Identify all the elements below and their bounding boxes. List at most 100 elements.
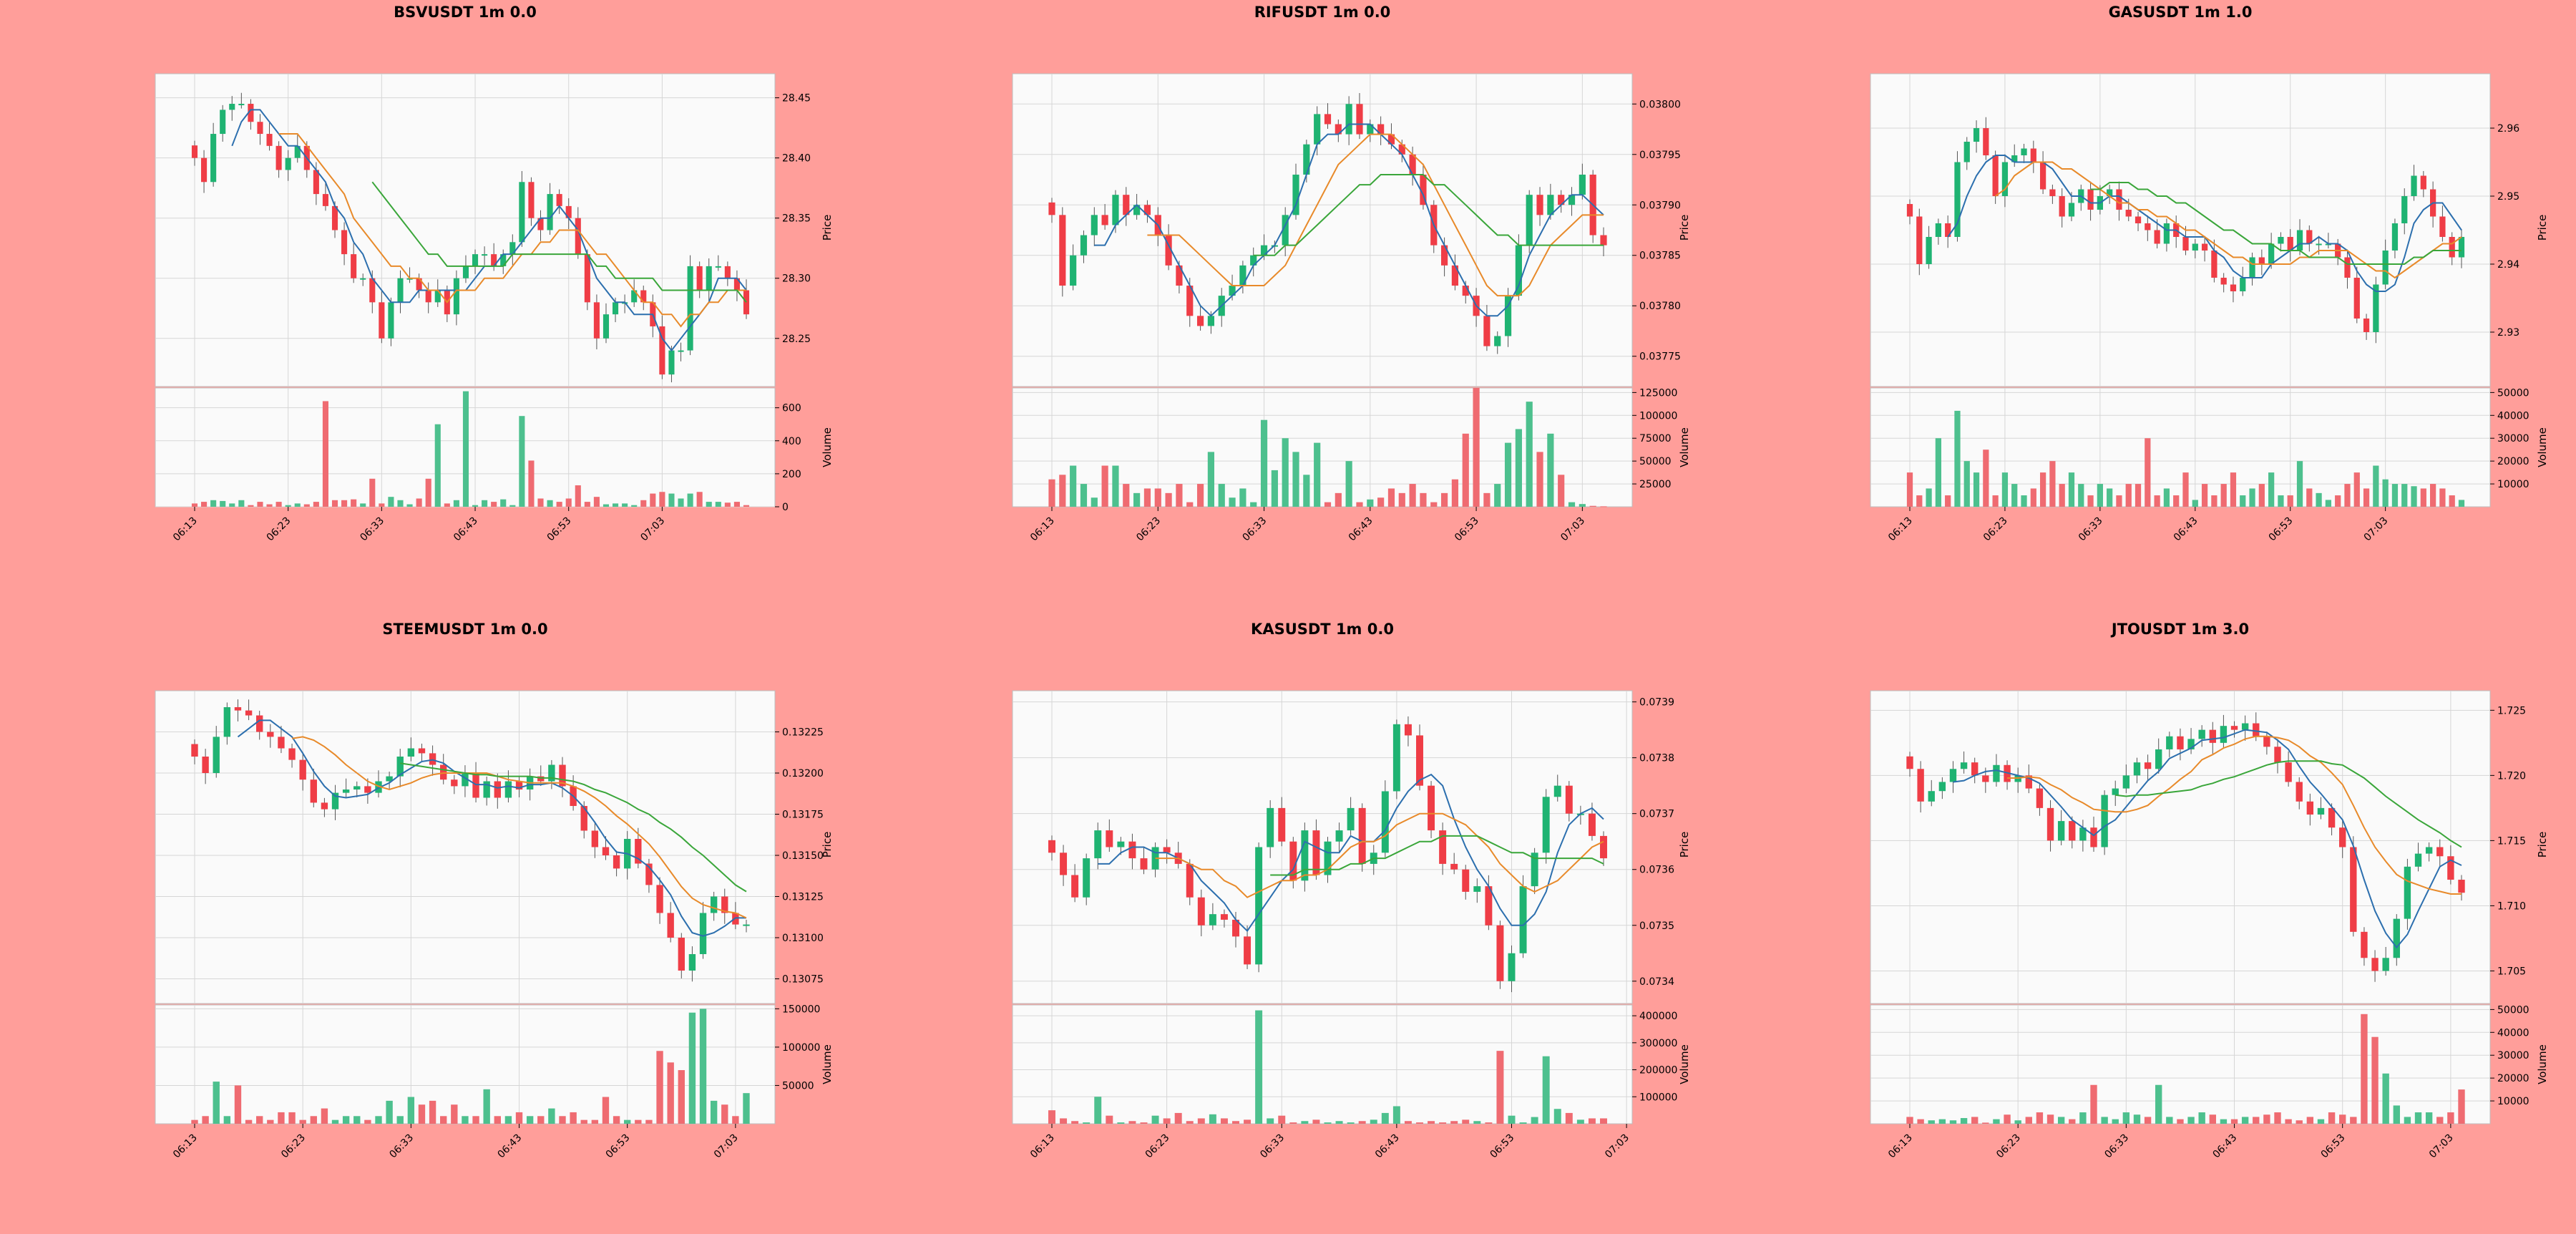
volume-bar: [1324, 1122, 1332, 1124]
volume-tick-label: 400000: [1639, 1011, 1677, 1022]
candle-body: [2011, 155, 2018, 162]
ma-mid-line: [1155, 812, 1604, 898]
candle-body: [1568, 195, 1576, 205]
candle-body: [256, 715, 263, 732]
volume-bar: [2393, 1105, 2400, 1124]
candle-body: [288, 748, 296, 760]
volume-bar: [2414, 1112, 2422, 1124]
volume-bar: [2079, 1112, 2087, 1124]
volume-bar: [1059, 475, 1066, 507]
volume-bar: [537, 1116, 545, 1124]
candle-body: [213, 737, 220, 773]
volume-bar: [299, 1119, 306, 1124]
x-tick-label: 06:43: [1373, 1132, 1402, 1161]
volume-bar: [1133, 492, 1141, 507]
candle-body: [1345, 104, 1352, 135]
candle-body: [434, 290, 441, 303]
volume-bar: [2382, 1073, 2389, 1124]
volume-axis-label: Volume: [1678, 427, 1691, 467]
volume-bar: [2155, 1084, 2162, 1124]
candle-body: [416, 278, 422, 291]
candle-body: [1926, 237, 1932, 264]
volume-bar: [1519, 1122, 1527, 1124]
volume-tick-label: 0: [782, 502, 789, 513]
candle-body: [1048, 202, 1055, 215]
price-tick-label: 0.0737: [1639, 809, 1674, 820]
candle-body: [379, 302, 385, 339]
candle-body: [1377, 124, 1385, 135]
volume-bar: [2154, 495, 2160, 507]
candle-body: [2192, 243, 2198, 251]
candle-body: [1416, 735, 1423, 786]
volume-bar: [2373, 465, 2379, 507]
volume-bar: [1080, 484, 1088, 507]
volume-bar: [1091, 497, 1098, 507]
volume-bar: [418, 1104, 426, 1124]
chart-title: BSVUSDT 1m 0.0: [394, 4, 537, 21]
candle-body: [1428, 785, 1435, 831]
candle-body: [1579, 174, 1586, 195]
candle-body: [2122, 775, 2130, 789]
volume-bar: [257, 502, 263, 507]
candle-body: [2125, 210, 2132, 217]
volume-tick-label: 75000: [1639, 433, 1672, 444]
candle-body: [2274, 747, 2281, 763]
candle-body: [1916, 216, 1923, 264]
volume-bar: [1542, 1056, 1550, 1124]
volume-bar: [2230, 472, 2237, 507]
candle-body: [267, 732, 274, 737]
candle-body: [2107, 189, 2113, 196]
candle-body: [482, 254, 488, 256]
volume-bar: [1949, 1120, 1957, 1124]
volume-bar: [1420, 492, 1427, 507]
volume-bar: [668, 493, 675, 507]
candle-body: [2163, 223, 2170, 244]
candle-body: [1267, 807, 1274, 847]
price-tick-label: 0.13100: [782, 933, 824, 944]
candle-body: [1945, 223, 1951, 237]
volume-bar: [1271, 470, 1278, 507]
candle-body: [1229, 286, 1236, 296]
volume-bar: [2030, 488, 2036, 507]
ma-long-line: [400, 762, 747, 893]
x-tick-label: 06:53: [1453, 515, 1481, 544]
volume-bar: [472, 1116, 479, 1124]
price-tick-label: 0.13150: [782, 850, 824, 862]
volume-bar: [500, 499, 507, 507]
x-tick-label: 06:33: [358, 515, 386, 544]
volume-bar: [1151, 1115, 1159, 1124]
ma-mid-line: [291, 736, 747, 919]
candle-body: [659, 326, 665, 375]
volume-bar: [1565, 1112, 1573, 1124]
volume-bar: [2182, 472, 2189, 507]
price-tick-label: 28.35: [782, 213, 811, 225]
volume-bar: [724, 502, 731, 507]
volume-bar: [2382, 479, 2389, 507]
volume-bar: [453, 500, 459, 507]
candle-body: [1101, 215, 1108, 225]
candle-body: [1186, 863, 1194, 898]
candle-body: [1282, 215, 1289, 246]
candle-body: [353, 786, 361, 790]
volume-bar: [1526, 402, 1533, 507]
volume-bar: [715, 502, 721, 507]
volume-bar: [2011, 484, 2018, 507]
volume-bar: [2458, 1089, 2465, 1124]
candle-body: [2230, 726, 2238, 730]
volume-tick-label: 400: [782, 436, 801, 447]
volume-bar: [584, 502, 590, 507]
price-tick-label: 2.95: [2497, 191, 2519, 203]
candle-body: [2306, 230, 2313, 244]
candle-body: [2344, 257, 2351, 278]
volume-bar: [1917, 1119, 1924, 1124]
volume-bar: [425, 478, 431, 507]
volume-bar: [526, 1116, 534, 1124]
candle-body: [559, 764, 566, 787]
volume-bar: [364, 1119, 371, 1124]
candle-body: [275, 145, 282, 170]
volume-bar: [1473, 1121, 1481, 1124]
candle-body: [1250, 255, 1257, 266]
candle-body: [462, 266, 469, 278]
volume-bar: [2025, 1117, 2032, 1124]
candle-body: [1255, 847, 1263, 965]
